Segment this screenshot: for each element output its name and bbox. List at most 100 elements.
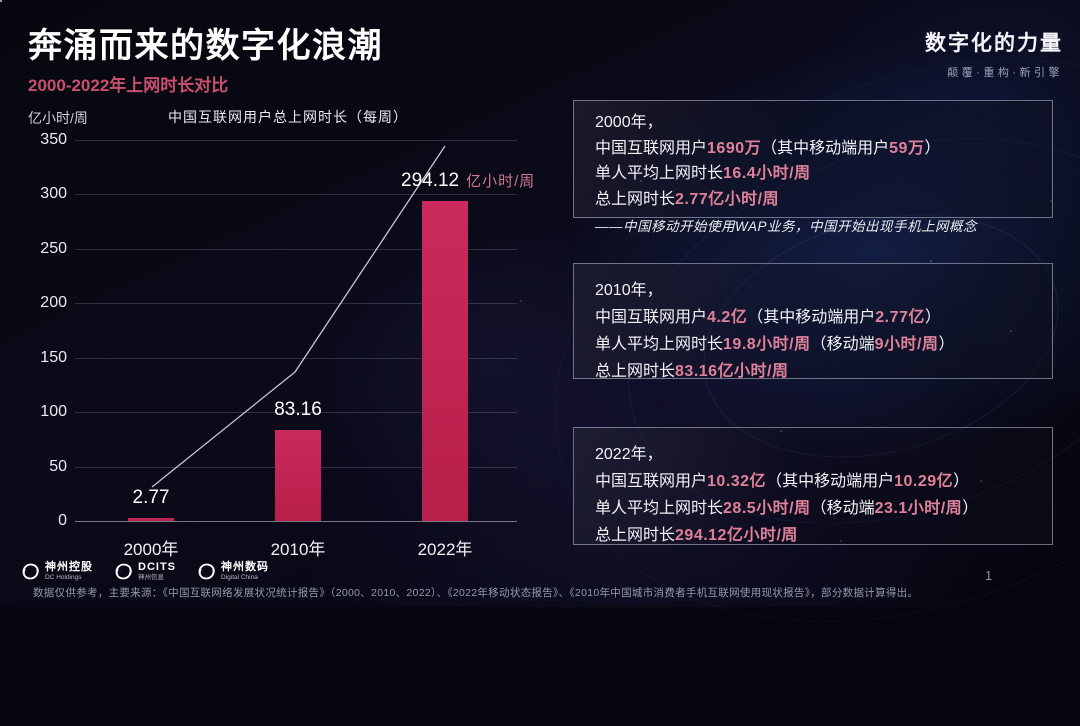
info-note: ——中国移动开始使用WAP业务，中国开始出现手机上网概念 [595, 219, 978, 234]
brand-block: 数字化的力量 颠覆·重构·新引擎 [925, 27, 1063, 80]
bar-chart: 0 50 100 150 200 250 300 350 2.77 2000年 83.16 2010年… [40, 131, 534, 559]
logo-text: DCITS 神州信息 [138, 561, 176, 582]
bar-value-label: 83.16 [274, 399, 322, 421]
text-segment: （其中移动端用户 [766, 473, 895, 490]
logo-text: 神州控股 DC Holdings [45, 560, 93, 582]
text-segment: 2.77亿小时/周 [675, 190, 780, 208]
y-axis-unit-label: 亿小时/周 [28, 110, 88, 126]
bar-value-label: 2.77 [132, 487, 170, 508]
text-segment: （移动端 [810, 500, 875, 517]
text-segment: 中国互联网用户 [595, 139, 708, 157]
info-line: 单人平均上网时长19.8小时/周（移动端9小时/周） [595, 331, 1031, 358]
text-segment: 28.5小时/周 [723, 500, 811, 517]
bar-2022年 [422, 200, 468, 521]
text-segment: 4.2亿 [707, 309, 748, 326]
gridline [75, 248, 517, 250]
bar-value-label: 294.12 亿小时/周 [401, 170, 535, 192]
text-segment: 10.32亿 [707, 473, 767, 490]
y-axis-tick-label: 50 [49, 457, 67, 475]
galaxy-swirl-icon [196, 561, 217, 582]
text-segment: 2000年， [595, 114, 663, 131]
info-line: 总上网时长83.16亿小时/周 [595, 358, 1031, 385]
text-segment: 总上网时长 [595, 363, 676, 380]
y-axis-tick-label: 350 [40, 131, 67, 148]
info-line: 中国互联网用户1690万（其中移动端用户59万） [595, 136, 1031, 162]
gridline [75, 140, 517, 141]
logo-name: 神州控股 [45, 560, 93, 573]
logo-subname: 神州信息 [138, 574, 164, 581]
text-segment: 2010年， [595, 282, 663, 299]
text-segment: 23.1小时/周 [874, 500, 963, 517]
info-line: 2000年， [595, 110, 1031, 136]
gridline [75, 194, 517, 196]
info-line: 2022年， [595, 441, 1031, 468]
text-segment: 2022年， [595, 446, 663, 463]
info-box-2000: 2000年， 中国互联网用户1690万（其中移动端用户59万） 单人平均上网时长16… [573, 100, 1053, 234]
info-line: 中国互联网用户4.2亿（其中移动端用户2.77亿） [595, 304, 1031, 331]
info-line: 中国互联网用户10.32亿（其中移动端用户10.29亿） [595, 468, 1031, 495]
text-segment: 单人平均上网时长 [595, 165, 724, 182]
text-segment: （其中移动端用户 [761, 139, 890, 157]
star-field [0, 0, 2, 2]
text-segment: 294.12亿小时/周 [675, 527, 798, 544]
text-segment: 1690万 [707, 139, 762, 157]
brand-tagline: 颠覆·重构·新引擎 [947, 67, 1063, 79]
text-segment: 10.29亿 [894, 473, 954, 490]
footer-logos: 神州控股 DC Holdings DCITS 神州信息 神州数码 Digital Chin… [20, 561, 269, 582]
slide-title: 奔涌而来的数字化浪潮 [28, 27, 383, 65]
trend-line [151, 145, 446, 488]
text-segment: 9小时/周 [874, 336, 939, 353]
text-segment: 单人平均上网时长 [595, 500, 724, 517]
gridline [75, 412, 517, 414]
logo-subname: Digital China [221, 574, 258, 581]
text-segment: 总上网时长 [595, 527, 676, 544]
x-axis-tick-label: 2010年 [270, 540, 326, 559]
info-line: 2010年， [595, 277, 1031, 304]
info-box-2010: 2010年， 中国互联网用户4.2亿（其中移动端用户2.77亿） 单人平均上网时长1… [573, 263, 1053, 380]
text-segment: 单人平均上网时长 [595, 336, 724, 353]
text-segment: ） [924, 139, 941, 157]
text-segment: 总上网时长 [595, 190, 676, 208]
text-segment: ） [962, 500, 979, 517]
brand-title: 数字化的力量 [925, 32, 1063, 55]
text-segment: （其中移动端用户 [747, 309, 876, 326]
gridline [75, 521, 517, 522]
y-axis-tick-label: 200 [40, 294, 67, 312]
galaxy-swirl-icon [20, 561, 41, 582]
info-line: 总上网时长294.12亿小时/周 [595, 522, 1031, 549]
logo-神州信息: DCITS 神州信息 [113, 561, 176, 582]
slide-subtitle: 2000-2022年上网时长对比 [28, 76, 229, 95]
text-segment: （移动端 [810, 336, 875, 353]
text-segment: 2.77亿 [875, 309, 925, 326]
info-box-2022: 2022年， 中国互联网用户10.32亿（其中移动端用户10.29亿） 单人平均上网… [573, 427, 1053, 545]
logo-subname: DC Holdings [45, 574, 82, 581]
text-segment: 16.4小时/周 [723, 165, 811, 182]
logo-digital-china: 神州数码 Digital China [196, 561, 269, 582]
text-segment: 19.8小时/周 [723, 336, 811, 353]
info-line: 单人平均上网时长28.5小时/周（移动端23.1小时/周） [595, 495, 1031, 522]
y-axis-tick-label: 150 [40, 348, 67, 366]
x-axis-tick-label: 2000年 [123, 540, 179, 559]
info-line: 单人平均上网时长16.4小时/周 [595, 161, 1031, 187]
y-axis-tick-label: 100 [40, 403, 67, 421]
galaxy-swirl-icon [113, 561, 134, 582]
logo-dc-holdings: 神州控股 DC Holdings [20, 561, 93, 582]
text-segment: ） [924, 309, 941, 326]
bar-2000年 [128, 518, 174, 521]
logo-text: 神州数码 Digital China [221, 560, 269, 582]
text-segment: ） [938, 336, 955, 353]
info-line: 总上网时长2.77亿小时/周 [595, 187, 1031, 213]
gridline [75, 303, 517, 305]
y-axis-tick-label: 250 [40, 239, 67, 257]
text-segment: 中国互联网用户 [595, 473, 708, 490]
logo-name: 神州数码 [221, 560, 269, 573]
x-axis-tick-label: 2022年 [417, 540, 473, 559]
bar-2010年 [275, 430, 321, 521]
text-segment: 83.16亿小时/周 [675, 363, 789, 380]
text-segment: ） [953, 473, 970, 490]
page-number: 1 [985, 568, 993, 583]
y-axis-tick-label: 0 [58, 512, 67, 529]
bar-value-number: 294.12 [401, 169, 460, 191]
text-segment: 中国互联网用户 [595, 309, 708, 326]
gridline [75, 357, 517, 359]
